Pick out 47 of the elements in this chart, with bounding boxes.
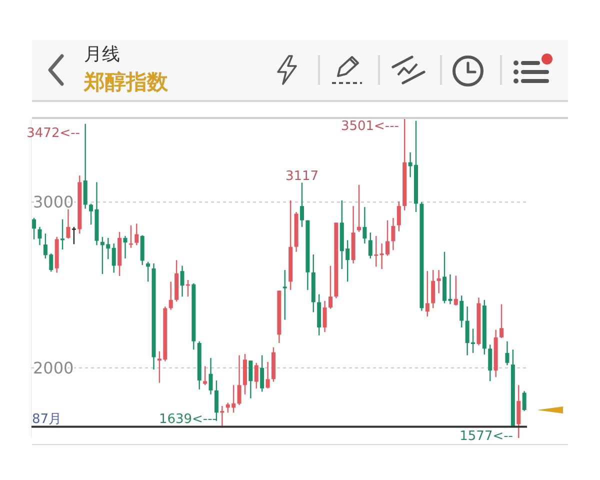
candlestick (66, 208, 70, 240)
candlestick (396, 200, 401, 232)
y-tick-label: 3000 (33, 192, 74, 212)
candlestick (168, 281, 173, 310)
candlestick (436, 269, 441, 294)
candlestick (300, 182, 304, 228)
candlestick (431, 269, 436, 309)
annotation: 3117 (285, 169, 319, 184)
candlestick (425, 270, 430, 318)
candlestick (266, 361, 270, 390)
candlestick (32, 217, 36, 240)
candlestick (248, 360, 253, 399)
candlestick (368, 232, 372, 260)
y-tick-label: 2000 (33, 358, 74, 378)
candlestick (203, 366, 208, 386)
chart-subtitle: 月线 (84, 44, 120, 66)
candlestick (488, 344, 492, 382)
annotation: 1639<--- (158, 412, 218, 427)
candlestick (123, 235, 128, 260)
candlestick (454, 275, 458, 306)
candlestick (38, 226, 42, 246)
candlestick (374, 235, 378, 268)
candlestick (328, 265, 332, 310)
candlestick (460, 294, 464, 328)
candlestick (282, 269, 287, 320)
annotation: 1577<-- (460, 429, 514, 444)
candlestick (356, 184, 361, 233)
candlestick (254, 362, 258, 390)
annotation: 3501<--- (340, 118, 400, 134)
candlestick (72, 226, 76, 245)
candlestick (522, 390, 526, 412)
annotation: 87月 (32, 412, 62, 427)
candlestick (505, 340, 510, 366)
candlestick (208, 357, 213, 395)
candlestick (180, 265, 184, 298)
candlestick (362, 206, 367, 244)
candlestick (112, 242, 116, 274)
candlestick (322, 300, 327, 333)
candlestick (260, 354, 264, 392)
candlestick (146, 261, 150, 282)
chart-title: 郑醇指数 (84, 69, 168, 95)
annotation: 3472<-- (26, 126, 80, 141)
candlestick (516, 384, 521, 438)
candlestick (237, 354, 242, 406)
candlestick (500, 304, 504, 339)
candlestick (134, 223, 139, 246)
candlestick (391, 217, 396, 251)
